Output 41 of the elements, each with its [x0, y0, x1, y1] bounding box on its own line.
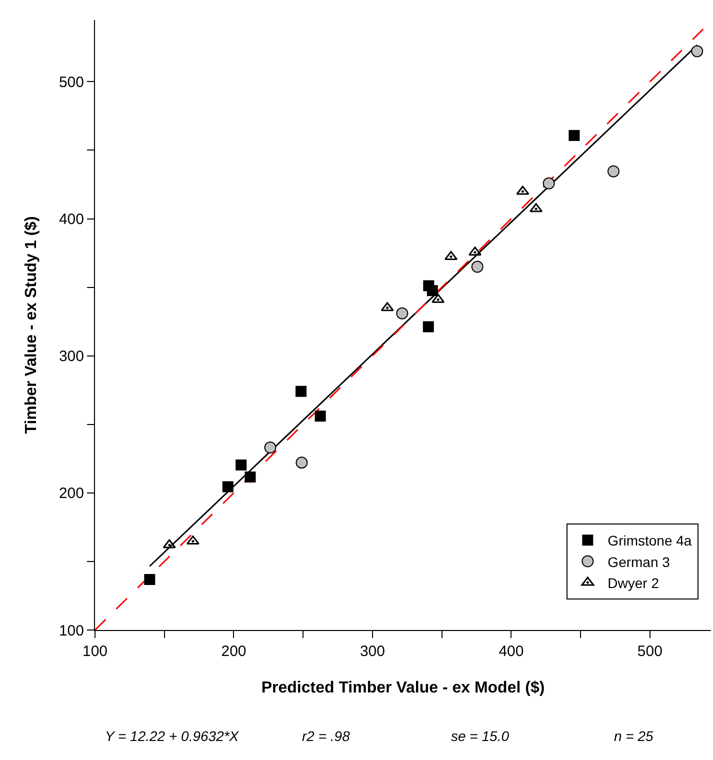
point	[516, 186, 530, 195]
point	[607, 165, 620, 178]
point	[542, 177, 555, 190]
point	[222, 481, 234, 492]
point	[396, 307, 408, 320]
text: n = 25	[614, 728, 654, 744]
legend-label: German 3	[608, 554, 670, 570]
legend-label: Dwyer 2	[608, 574, 660, 591]
point	[314, 410, 326, 422]
y-tick-label: 200	[58, 485, 84, 502]
x-tick-label: 100	[82, 643, 108, 660]
x-axis-title: Predicted Timber Value - ex Model ($)	[261, 680, 545, 697]
y-tick-label: 100	[58, 622, 84, 640]
text: Y = 12.22 + 0.9632*X	[105, 728, 240, 744]
point	[244, 472, 256, 483]
x-tick-label: 300	[360, 643, 385, 660]
text: se = 15.0	[451, 728, 510, 744]
point	[236, 459, 247, 470]
legend-label: Grimstone 4a	[608, 532, 692, 549]
y-tick-label: 300	[58, 348, 84, 366]
point	[422, 321, 434, 332]
x-tick-label: 200	[221, 643, 246, 660]
point	[380, 302, 394, 312]
point	[471, 260, 484, 273]
point	[296, 386, 307, 397]
point	[264, 442, 276, 454]
point	[530, 203, 543, 212]
x-tick-label: 500	[637, 643, 662, 660]
text: r2 = .98	[302, 728, 350, 744]
y-axis-title: Timber Value - ex Study 1 ($)	[22, 216, 40, 434]
point	[162, 539, 176, 548]
point	[186, 536, 200, 545]
y-tick-label: 400	[58, 211, 84, 228]
point	[691, 45, 704, 58]
point	[144, 574, 156, 586]
x-tick-label: 400	[498, 643, 524, 660]
point	[426, 285, 438, 296]
point	[296, 456, 308, 469]
point	[432, 294, 445, 303]
point	[568, 130, 580, 142]
y-tick-label: 500	[58, 74, 84, 91]
